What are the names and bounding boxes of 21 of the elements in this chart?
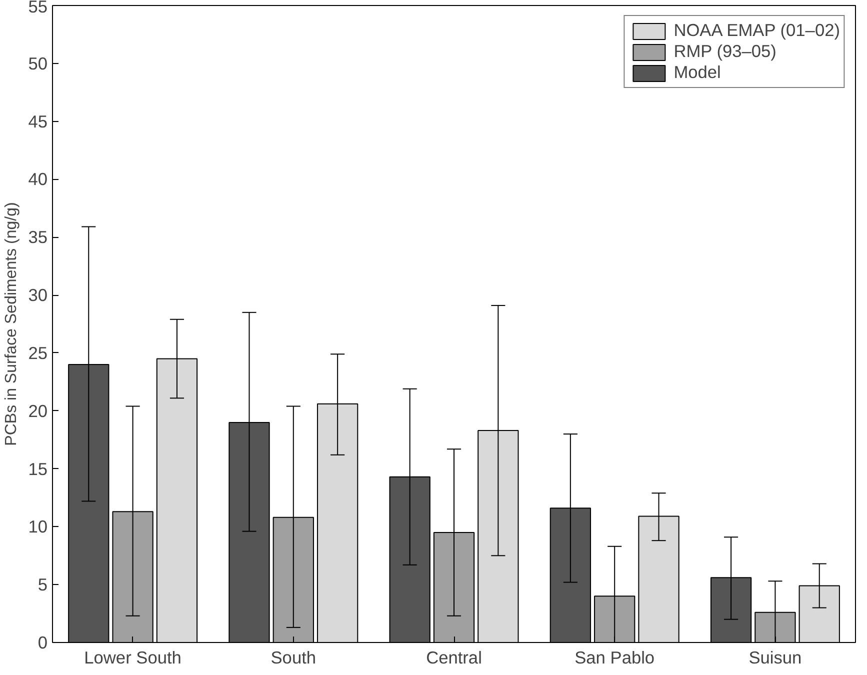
x-tick-label: Lower South [84, 648, 182, 668]
x-tick-label: Central [426, 648, 482, 668]
x-tick-label: San Pablo [574, 648, 655, 668]
y-tick-label: 10 [28, 516, 48, 537]
y-axis-title: PCBs in Surface Sediments (ng/g) [3, 202, 20, 446]
x-tick-label: Suisun [748, 648, 802, 668]
y-tick-label: 15 [28, 458, 48, 479]
y-tick-label: 45 [28, 111, 48, 132]
y-tick-label: 35 [28, 227, 48, 248]
x-tick-label: South [270, 648, 316, 668]
y-tick-label: 25 [28, 342, 48, 363]
y-tick-label: 50 [28, 53, 48, 74]
legend-label: Model [674, 62, 721, 83]
y-tick-label: 20 [28, 400, 48, 421]
legend-label: NOAA EMAP (01–02) [674, 20, 840, 41]
y-tick-label: 5 [38, 574, 48, 595]
y-tick-label: 40 [28, 169, 48, 190]
y-tick-label: 30 [28, 285, 48, 306]
y-tick-label: 0 [38, 632, 48, 652]
y-tick-label: 55 [28, 0, 48, 16]
legend-label: RMP (93–05) [674, 41, 776, 62]
